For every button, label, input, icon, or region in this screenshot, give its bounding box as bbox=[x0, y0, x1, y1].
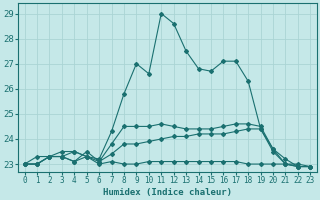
X-axis label: Humidex (Indice chaleur): Humidex (Indice chaleur) bbox=[103, 188, 232, 197]
